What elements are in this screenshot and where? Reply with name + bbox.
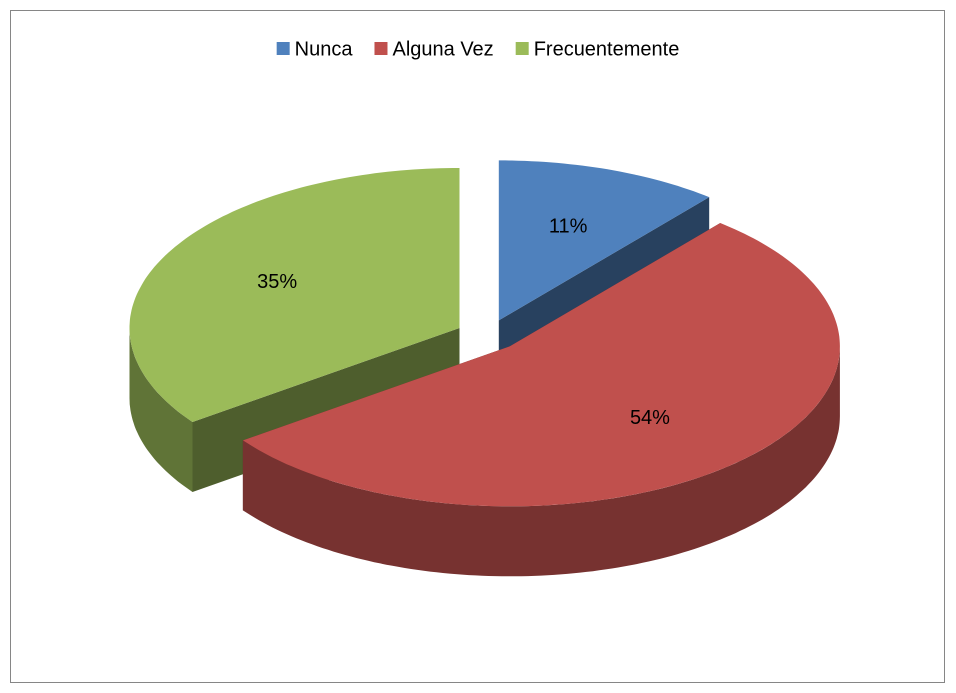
legend-label: Frecuentemente	[534, 38, 680, 60]
legend-swatch	[276, 42, 290, 55]
data-label: 35%	[257, 271, 297, 293]
legend-label: Nunca	[295, 38, 354, 60]
data-label: 11%	[549, 215, 588, 237]
data-label: 54%	[630, 407, 670, 429]
legend-swatch	[374, 42, 388, 55]
legend-swatch	[515, 42, 529, 55]
slice	[242, 223, 840, 507]
slice	[129, 168, 460, 422]
slice-wall	[242, 346, 840, 577]
slice-wall	[129, 328, 193, 492]
legend: Nunca Alguna Vez Frecuentemente	[276, 38, 680, 60]
slice	[498, 160, 710, 321]
legend-label: Alguna Vez	[392, 38, 493, 60]
